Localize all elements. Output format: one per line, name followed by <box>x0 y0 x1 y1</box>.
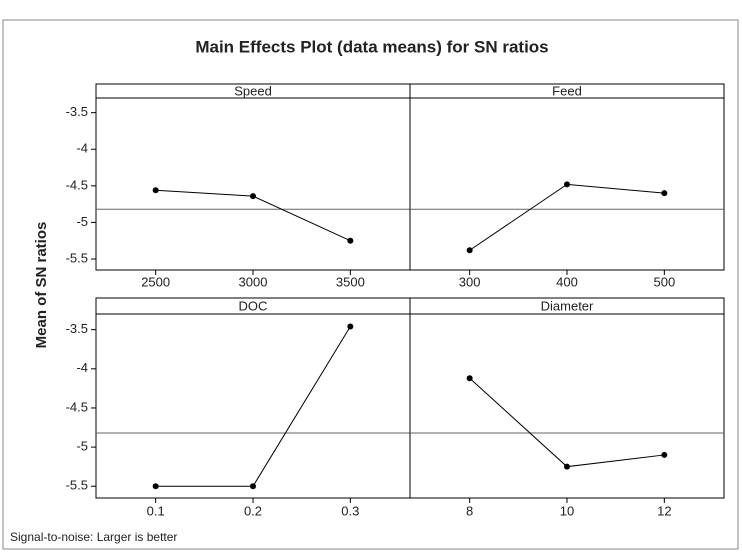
data-point <box>250 483 256 490</box>
data-point <box>250 193 256 200</box>
y-tick-label: -4 <box>76 360 88 375</box>
panel-title: Diameter <box>541 298 594 313</box>
x-tick-label: 0.3 <box>341 503 359 518</box>
data-point <box>466 247 473 254</box>
data-point <box>661 451 668 458</box>
y-tick-label: -4.5 <box>66 177 88 192</box>
y-tick-label: -4 <box>76 141 88 156</box>
x-tick-label: 8 <box>466 503 473 518</box>
data-point <box>152 187 159 194</box>
y-tick-label: -3.5 <box>66 104 88 119</box>
x-tick-label: 2500 <box>141 274 170 289</box>
x-tick-label: 500 <box>653 274 675 289</box>
panel <box>95 83 411 271</box>
data-point <box>661 190 668 197</box>
panel <box>409 83 725 271</box>
y-tick-label: -3.5 <box>66 321 88 336</box>
x-tick-label: 10 <box>560 503 574 518</box>
data-point <box>152 483 159 490</box>
data-point <box>347 237 354 244</box>
panel-title: Speed <box>234 83 272 98</box>
y-tick-label: -5.5 <box>66 250 88 265</box>
x-tick-label: 0.2 <box>244 503 262 518</box>
panel-title: Feed <box>552 83 582 98</box>
data-point <box>564 463 570 470</box>
y-axis-label: Mean of SN ratios <box>33 222 50 349</box>
data-point <box>466 375 473 382</box>
x-tick-label: 400 <box>556 274 578 289</box>
chart-title: Main Effects Plot (data means) for SN ra… <box>195 37 548 56</box>
y-tick-label: -5.5 <box>66 478 88 493</box>
y-tick-label: -5 <box>76 214 88 229</box>
x-tick-label: 3000 <box>239 274 268 289</box>
y-tick-label: -4.5 <box>66 399 88 414</box>
panel <box>95 297 411 499</box>
x-tick-label: 300 <box>459 274 481 289</box>
x-tick-label: 0.1 <box>147 503 165 518</box>
x-tick-label: 12 <box>657 503 671 518</box>
panel-title: DOC <box>239 298 268 313</box>
footnote: Signal-to-noise: Larger is better <box>10 530 177 544</box>
data-point <box>564 181 570 188</box>
data-point <box>347 323 354 330</box>
x-tick-label: 3500 <box>336 274 365 289</box>
y-tick-label: -5 <box>76 439 88 454</box>
